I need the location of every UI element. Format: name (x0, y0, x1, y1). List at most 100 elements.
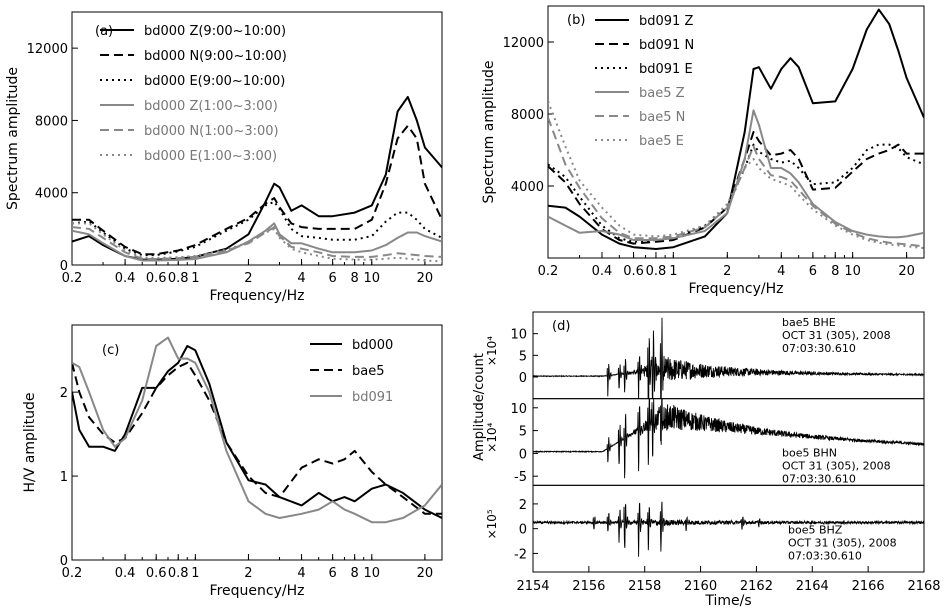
series-line-3 (548, 143, 924, 243)
series-line-2 (72, 124, 442, 256)
series-line-3 (72, 200, 442, 257)
trace-station-channel: boe5 BHN (782, 447, 837, 460)
legend-label: bd000 E(9:00~10:00) (144, 74, 285, 89)
y-tick-label: 4000 (511, 180, 544, 195)
legend-label: bae5 (352, 364, 385, 379)
x-tick-label: 2160 (684, 579, 717, 594)
x-tick-label: 1 (191, 271, 199, 286)
legend-label: bd091 (352, 390, 393, 405)
trace-frame (532, 484, 925, 573)
y-tick-label: -5 (514, 470, 527, 485)
trace-time: 07:03:30.610 (788, 549, 862, 562)
series-group (72, 95, 442, 263)
y-tick-label: 8000 (511, 108, 544, 123)
legend-label: bae5 N (639, 110, 685, 125)
x-tick-label: 0.8 (646, 264, 667, 279)
waveform (533, 501, 924, 557)
panel-label: (a) (95, 24, 113, 39)
x-tick-label: 1 (191, 566, 199, 581)
trace-frame (532, 311, 925, 400)
x-tick-label: 20 (417, 566, 434, 581)
panel-label: (c) (102, 343, 119, 358)
y-tick-label: 5 (519, 425, 527, 440)
x-axis-label: Frequency/Hz (689, 281, 784, 297)
series-group (548, 8, 924, 250)
y-axis-label: H/V amplitude (22, 392, 38, 492)
x-tick-label: 0.8 (168, 271, 189, 286)
x-tick-label: 2168 (907, 579, 940, 594)
x-tick-label: 0.2 (62, 566, 83, 581)
y-tick-label: 4000 (35, 187, 68, 202)
panel-label: (d) (552, 319, 570, 334)
y-tick-label: 2 (60, 386, 68, 401)
x-tick-label: 4 (777, 264, 785, 279)
x-tick-label: 8 (351, 271, 359, 286)
trace-date: OCT 31 (305), 2008 (782, 460, 891, 473)
legend-label: bd000 Z(1:00~3:00) (144, 99, 278, 114)
series-line-5 (72, 226, 442, 260)
x-tick-label: 1 (669, 264, 677, 279)
trace-date: OCT 31 (305), 2008 (782, 329, 891, 342)
x-tick-label: 10 (364, 271, 381, 286)
y-axis-label: Spectrum amplitude (481, 60, 497, 203)
series-line-5 (548, 117, 924, 248)
x-tick-label: 0.4 (115, 566, 136, 581)
legend-label: bae5 Z (639, 86, 685, 101)
x-tick-label: 8 (831, 264, 839, 279)
scale-factor: ×10⁴ (485, 422, 499, 452)
panel-b: 0.2 0.4 0.6 0.8 1 2 4 6 8 10 20 4000 8000 12000 Freque… (481, 5, 925, 297)
y-tick-label: 0 (519, 447, 527, 462)
x-tick-label: 0.6 (623, 264, 644, 279)
x-tick-label: 20 (898, 264, 915, 279)
x-tick-label: 4 (297, 566, 305, 581)
legend-label: bd000 N(9:00~10:00) (144, 49, 287, 64)
x-axis-label: Frequency/Hz (210, 288, 305, 304)
y-tick-label: 0 (60, 554, 68, 569)
scale-factor: ×10⁴ (485, 336, 499, 366)
trace-station-channel: boe5 BHZ (788, 523, 843, 536)
trace-date: OCT 31 (305), 2008 (788, 536, 897, 549)
y-tick-label: 2 (519, 498, 527, 513)
legend-label: bae5 E (639, 134, 684, 149)
legend-label: bd000 Z(9:00~10:00) (144, 24, 286, 39)
y-tick-label: 12000 (503, 36, 544, 51)
x-axis-label: Time/s (704, 593, 751, 609)
x-tick-label: 0.4 (115, 271, 136, 286)
x-tick-label: 4 (297, 271, 305, 286)
x-tick-label: 20 (417, 271, 434, 286)
series-line-6 (548, 101, 924, 250)
legend-label: bd000 E(1:00~3:00) (144, 149, 277, 164)
x-axis-label: Frequency/Hz (210, 583, 305, 599)
series-group (72, 336, 442, 524)
scale-factor: ×10⁵ (485, 509, 499, 539)
plot-frame (71, 324, 443, 561)
x-tick-label: 0.8 (168, 566, 189, 581)
y-tick-label: 10 (510, 328, 527, 343)
x-tick-label: 0.4 (592, 264, 613, 279)
y-tick-label: 1 (60, 470, 68, 485)
series-line-6 (72, 222, 442, 263)
legend-label: bd091 N (639, 38, 694, 53)
x-tick-label: 2166 (852, 579, 885, 594)
x-tick-label: 0.2 (538, 264, 559, 279)
x-tick-label: 10 (364, 566, 381, 581)
panel-a: 0.2 0.4 0.6 0.8 1 2 4 6 8 10 20 0 4000 8000 12000 Frequ… (5, 11, 443, 304)
legend-label: bd000 N(1:00~3:00) (144, 124, 279, 139)
legend-label: bd091 Z (639, 14, 693, 29)
y-tick-label: 0 (519, 371, 527, 386)
x-tick-label: 2162 (740, 579, 773, 594)
x-tick-label: 0.6 (146, 566, 167, 581)
x-tick-label: 2156 (572, 579, 605, 594)
legend-label: bd091 E (639, 62, 693, 77)
x-tick-label: 2158 (628, 579, 661, 594)
series-line-1 (548, 8, 924, 250)
y-axis-label: Spectrum amplitude (5, 67, 21, 210)
x-tick-label: 2 (723, 264, 731, 279)
x-tick-label: 0.6 (146, 271, 167, 286)
trace-time: 07:03:30.610 (782, 342, 856, 355)
plot-frame (71, 11, 443, 266)
